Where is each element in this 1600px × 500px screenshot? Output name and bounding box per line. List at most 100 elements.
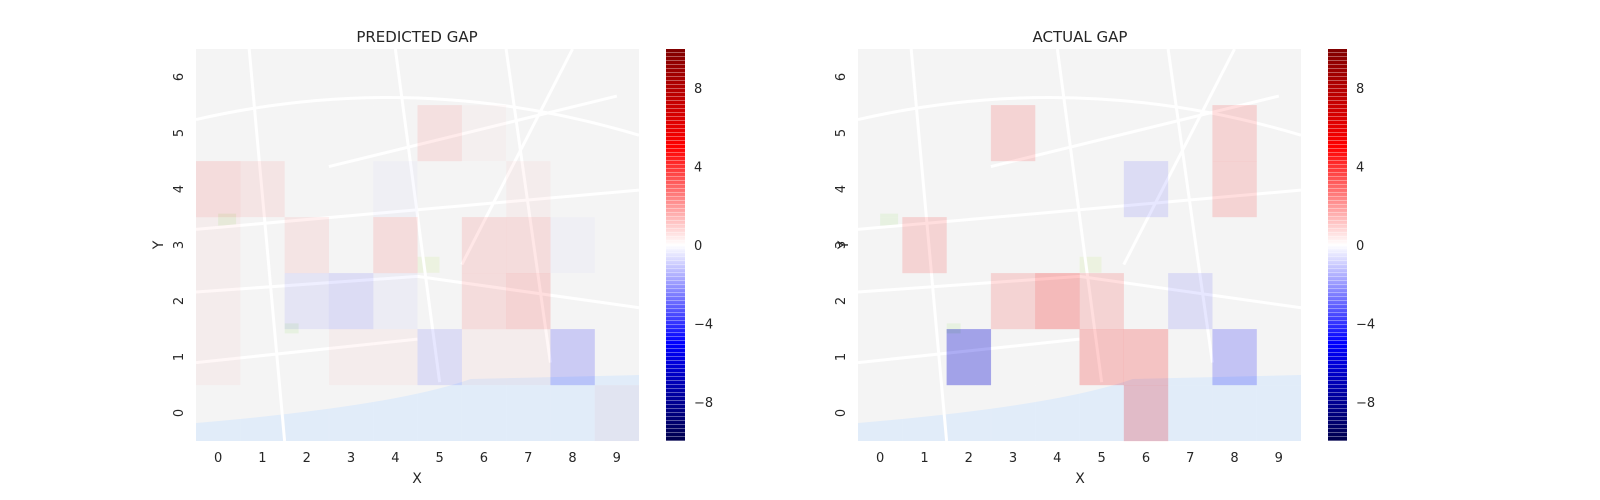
heatmap-cell <box>461 161 507 218</box>
heatmap-cell <box>506 385 551 442</box>
x-axis: 0 1 2 3 4 5 6 7 8 9 <box>876 451 1283 466</box>
heatmap-cell <box>1079 49 1124 106</box>
heatmap-cell <box>902 385 947 442</box>
y-axis: 0 1 2 3 4 5 6 <box>172 73 187 417</box>
y-tick-label: 5 <box>834 129 849 137</box>
heatmap-cell <box>858 385 903 442</box>
x-tick-label: 1 <box>258 451 266 466</box>
heatmap-cell <box>373 161 418 218</box>
heatmap-cell <box>1035 329 1080 386</box>
heatmap-cell <box>373 49 418 106</box>
heatmap-cell <box>550 49 595 106</box>
heatmap-cell <box>1168 105 1213 162</box>
x-tick-label: 7 <box>1186 451 1194 466</box>
heatmap-cell <box>417 385 462 442</box>
x-tick-label: 6 <box>480 451 488 466</box>
heatmap-cell <box>1256 217 1302 274</box>
y-tick-label: 4 <box>834 185 849 193</box>
x-axis-label: X <box>412 471 422 487</box>
heatmap-cell <box>594 273 640 330</box>
heatmap-cell <box>990 329 1036 386</box>
heatmap-cell <box>858 273 903 330</box>
heatmap-cell <box>902 161 947 218</box>
x-axis-label: X <box>1075 471 1085 487</box>
heatmap-cell <box>550 273 595 330</box>
heatmap-cell <box>1035 105 1080 162</box>
colorbar-tick-label: 0 <box>1356 239 1364 254</box>
heatmap-cell <box>284 273 330 330</box>
x-tick-label: 2 <box>303 451 311 466</box>
y-tick-label: 1 <box>172 353 187 361</box>
heatmap-area <box>857 48 1302 442</box>
heatmap-cell <box>858 329 903 386</box>
heatmap-cell <box>196 273 241 330</box>
panel-actual-gap: ACTUAL GAP 0 1 2 3 4 5 6 7 8 9 0 1 2 3 4 5 6 X Y 8 4 0 −4 −… <box>834 28 1375 487</box>
x-tick-label: 8 <box>1230 451 1238 466</box>
heatmap-cell <box>1256 329 1302 386</box>
heatmap-cell <box>1123 329 1169 386</box>
heatmap-cell <box>1256 161 1302 218</box>
heatmap-cell <box>1168 49 1213 106</box>
x-tick-label: 4 <box>1053 451 1061 466</box>
y-axis: 0 1 2 3 4 5 6 <box>834 73 849 417</box>
x-tick-label: 0 <box>214 451 222 466</box>
y-tick-label: 1 <box>834 353 849 361</box>
x-tick-label: 2 <box>965 451 973 466</box>
y-tick-label: 0 <box>172 409 187 417</box>
heatmap-cell <box>373 273 418 330</box>
heatmap-cell <box>196 385 241 442</box>
heatmap-cell <box>594 385 640 442</box>
heatmap-cell <box>240 161 285 218</box>
heatmap-cell <box>284 385 330 442</box>
x-tick-label: 1 <box>920 451 928 466</box>
heatmap-cell <box>1123 217 1169 274</box>
heatmap-cell <box>1079 385 1124 442</box>
x-tick-label: 4 <box>391 451 399 466</box>
heatmap-cell <box>284 217 330 274</box>
heatmap-cell <box>946 273 992 330</box>
heatmap-cell <box>461 329 507 386</box>
y-tick-label: 6 <box>172 73 187 81</box>
x-axis: 0 1 2 3 4 5 6 7 8 9 <box>214 451 621 466</box>
x-tick-label: 5 <box>435 451 443 466</box>
heatmap-cell <box>1079 105 1124 162</box>
heatmap-cell <box>1168 385 1213 442</box>
heatmap-cell <box>990 273 1036 330</box>
heatmap-cell <box>1123 161 1169 218</box>
heatmap-cell <box>373 105 418 162</box>
heatmap-cell <box>240 105 285 162</box>
x-tick-label: 6 <box>1142 451 1150 466</box>
heatmap-area <box>195 48 640 442</box>
colorbar-tick-label: −8 <box>694 396 713 411</box>
heatmap-cell <box>417 105 462 162</box>
x-tick-label: 9 <box>1275 451 1283 466</box>
heatmap-cell <box>594 49 640 106</box>
heatmap-cell <box>858 105 903 162</box>
y-tick-label: 3 <box>172 241 187 249</box>
heatmap-cell <box>417 273 462 330</box>
heatmap-cell <box>196 329 241 386</box>
heatmap-cell <box>506 49 551 106</box>
heatmap-cell <box>461 49 507 106</box>
heatmap-cell <box>858 49 903 106</box>
y-tick-label: 2 <box>834 297 849 305</box>
heatmap-cell <box>1035 49 1080 106</box>
heatmap-cell <box>594 329 640 386</box>
colorbar-tick-label: 0 <box>694 239 702 254</box>
colorbar-tick-label: −4 <box>694 317 713 332</box>
heatmap-cell <box>1123 49 1169 106</box>
heatmap-cell <box>946 105 992 162</box>
heatmap-cell <box>328 385 374 442</box>
map-background <box>857 48 1302 442</box>
heatmap-cell <box>373 217 418 274</box>
y-tick-label: 0 <box>834 409 849 417</box>
heatmap-cell <box>461 385 507 442</box>
heatmap-cell <box>1168 329 1213 386</box>
chart-title: PREDICTED GAP <box>356 28 477 46</box>
heatmap-cell <box>196 49 241 106</box>
heatmap-cell <box>1256 105 1302 162</box>
x-tick-label: 5 <box>1098 451 1106 466</box>
heatmap-cell <box>594 105 640 162</box>
heatmap-cell <box>946 385 992 442</box>
